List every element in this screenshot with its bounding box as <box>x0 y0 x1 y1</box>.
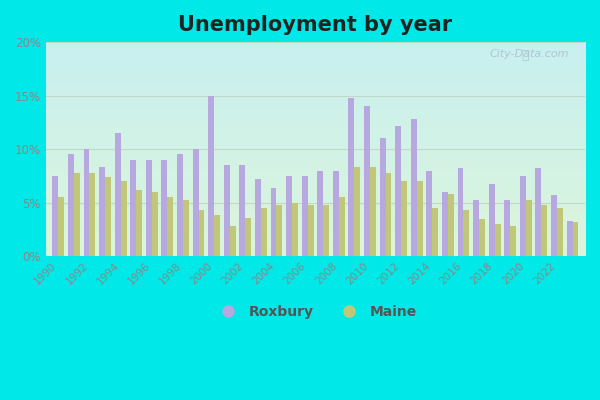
Bar <box>339 197 345 256</box>
Bar <box>83 149 89 256</box>
Bar <box>245 218 251 256</box>
Bar <box>333 170 339 256</box>
Bar <box>432 208 438 256</box>
Bar <box>364 106 370 256</box>
Bar <box>214 216 220 256</box>
Bar <box>355 167 361 256</box>
Text: City-Data.com: City-Data.com <box>490 48 569 58</box>
Bar <box>308 205 314 256</box>
Bar <box>271 188 277 256</box>
Bar <box>261 208 267 256</box>
Bar <box>448 194 454 256</box>
Bar <box>115 133 121 256</box>
Bar <box>510 226 516 256</box>
Bar <box>504 200 510 256</box>
Bar <box>177 154 183 256</box>
Bar <box>323 205 329 256</box>
Bar <box>535 168 541 256</box>
Bar <box>74 173 80 256</box>
Bar <box>386 173 391 256</box>
Bar <box>489 184 494 256</box>
Bar <box>136 190 142 256</box>
Bar <box>89 173 95 256</box>
Bar <box>458 168 463 256</box>
Bar <box>557 208 563 256</box>
Bar <box>167 197 173 256</box>
Bar <box>239 165 245 256</box>
Bar <box>411 119 417 256</box>
Bar <box>479 219 485 256</box>
Bar <box>442 192 448 256</box>
Bar <box>286 176 292 256</box>
Bar <box>199 210 205 256</box>
Bar <box>526 200 532 256</box>
Bar <box>277 205 283 256</box>
Bar <box>183 200 189 256</box>
Bar <box>302 176 308 256</box>
Bar <box>52 176 58 256</box>
Bar <box>417 181 422 256</box>
Bar <box>401 181 407 256</box>
Bar <box>193 149 199 256</box>
Bar <box>349 98 355 256</box>
Bar <box>161 160 167 256</box>
Bar <box>380 138 386 256</box>
Bar <box>427 170 432 256</box>
Bar <box>566 221 572 256</box>
Bar <box>224 165 230 256</box>
Bar <box>68 154 74 256</box>
Text: ⌕: ⌕ <box>521 48 529 62</box>
Bar <box>473 200 479 256</box>
Bar <box>152 192 158 256</box>
Bar <box>230 226 236 256</box>
Bar <box>551 195 557 256</box>
Title: Unemployment by year: Unemployment by year <box>178 15 452 35</box>
Legend: Roxbury, Maine: Roxbury, Maine <box>209 299 422 324</box>
Bar <box>317 170 323 256</box>
Bar <box>208 96 214 256</box>
Bar <box>520 176 526 256</box>
Bar <box>494 224 500 256</box>
Bar <box>541 205 547 256</box>
Bar <box>130 160 136 256</box>
Bar <box>58 197 64 256</box>
Bar <box>370 167 376 256</box>
Bar <box>292 203 298 256</box>
Bar <box>121 181 127 256</box>
Bar <box>463 210 469 256</box>
Bar <box>395 126 401 256</box>
Bar <box>105 177 111 256</box>
Bar <box>255 179 261 256</box>
Bar <box>572 222 578 256</box>
Bar <box>99 167 105 256</box>
Bar <box>146 160 152 256</box>
